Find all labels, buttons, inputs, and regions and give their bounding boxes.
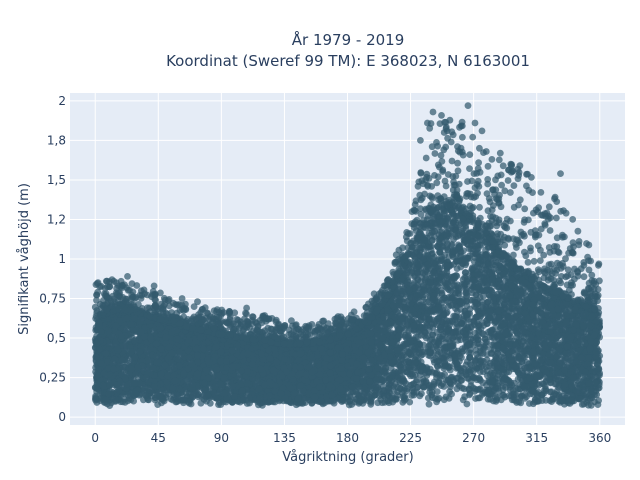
- data-point: [412, 378, 420, 386]
- data-point: [453, 385, 461, 393]
- chart-title-line2: Koordinat (Sweref 99 TM): E 368023, N 61…: [166, 52, 530, 70]
- data-point: [501, 393, 509, 401]
- data-point: [206, 399, 214, 407]
- data-points: [91, 102, 604, 409]
- chart-title-line1: År 1979 - 2019: [292, 30, 405, 49]
- data-point: [425, 400, 433, 408]
- data-point: [476, 343, 484, 351]
